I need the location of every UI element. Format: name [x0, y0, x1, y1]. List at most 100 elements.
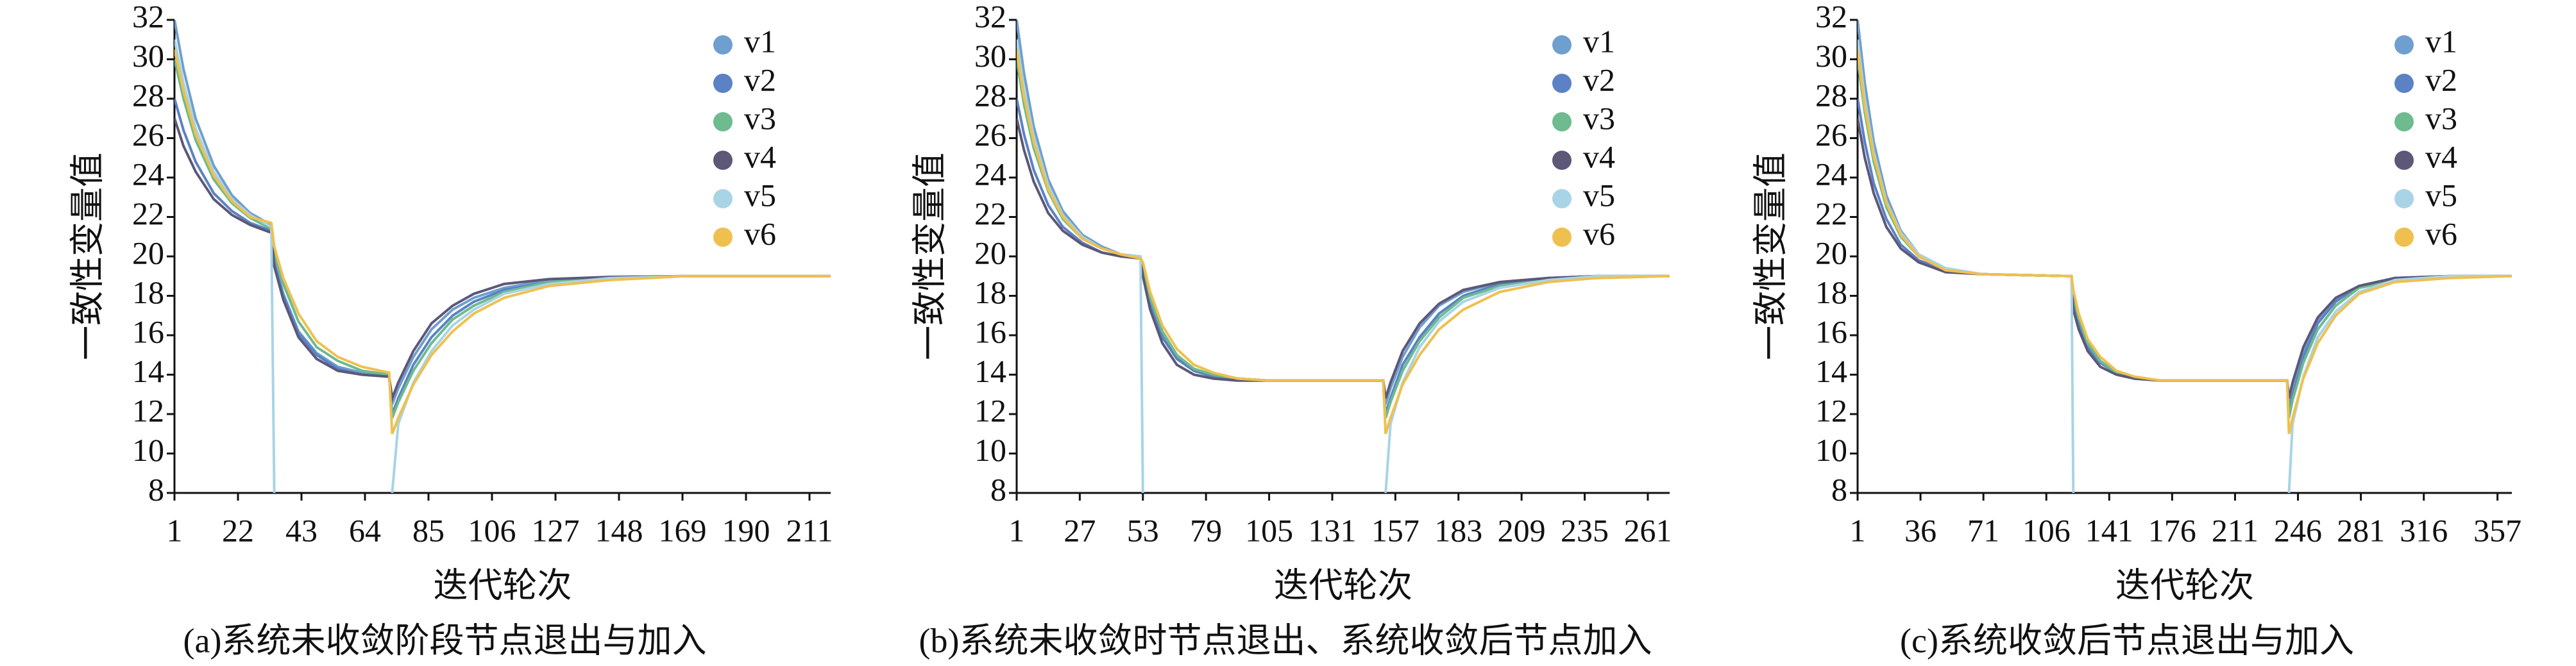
x-tick-label: 127	[532, 512, 580, 548]
legend-label: v5	[744, 177, 776, 213]
series-line	[1017, 98, 1670, 415]
x-tick-label: 190	[722, 512, 770, 548]
y-tick-label: 30	[132, 38, 164, 74]
legend-swatch	[713, 74, 733, 93]
x-tick-label: 131	[1308, 512, 1356, 548]
y-tick-label: 14	[974, 353, 1006, 389]
legend-swatch	[713, 228, 733, 247]
y-tick-label: 20	[974, 235, 1006, 271]
x-tick-label: 1	[167, 512, 183, 548]
y-tick-label: 8	[148, 471, 164, 507]
legend-swatch	[2394, 151, 2414, 170]
series-line	[1858, 39, 2512, 494]
legend-swatch	[1552, 74, 1572, 93]
y-axis-label: 一致性变量值	[910, 153, 949, 360]
series-line	[1858, 49, 2512, 435]
y-tick-label: 16	[132, 313, 164, 349]
x-tick-label: 261	[1623, 512, 1672, 548]
series-line	[1858, 19, 2512, 405]
legend-swatch	[1552, 151, 1572, 170]
x-tick-label: 106	[2022, 512, 2071, 548]
legend-label: v3	[1583, 100, 1615, 136]
y-tick-label: 14	[132, 353, 164, 389]
y-tick-label: 20	[1815, 235, 1847, 271]
series-line	[1858, 59, 2512, 419]
y-tick-label: 10	[1815, 432, 1847, 468]
y-tick-label: 8	[1831, 471, 1847, 507]
legend-swatch	[713, 112, 733, 131]
y-tick-label: 30	[974, 38, 1006, 74]
legend-label: v2	[744, 62, 776, 97]
x-axis-label: 迭代轮次	[434, 566, 572, 604]
legend-label: v5	[2425, 177, 2457, 213]
legend-label: v2	[1583, 62, 1615, 97]
x-axis-label: 迭代轮次	[2115, 566, 2254, 604]
y-tick-label: 26	[1815, 117, 1847, 153]
series-line	[174, 19, 831, 405]
legend-label: v2	[2425, 62, 2457, 97]
y-tick-label: 32	[132, 0, 164, 34]
caption: (c)系统收敛后节点退出与加入	[1900, 621, 2354, 660]
legend-label: v6	[2425, 215, 2457, 251]
legend-swatch	[713, 189, 733, 208]
x-tick-label: 169	[659, 512, 707, 548]
y-tick-label: 22	[1815, 196, 1847, 231]
series-line	[1858, 118, 2512, 399]
series-line	[1017, 39, 1670, 494]
legend-label: v1	[1583, 23, 1615, 59]
y-tick-label: 26	[974, 117, 1006, 153]
legend-swatch	[1552, 112, 1572, 131]
x-tick-label: 176	[2148, 512, 2196, 548]
y-tick-label: 14	[1815, 353, 1847, 389]
x-tick-label: 64	[349, 512, 381, 548]
y-tick-label: 18	[1815, 274, 1847, 310]
y-tick-label: 20	[132, 235, 164, 271]
x-tick-label: 357	[2473, 512, 2521, 548]
series-line	[174, 49, 831, 435]
series-line	[1017, 118, 1670, 399]
legend-label: v1	[2425, 23, 2457, 59]
y-tick-label: 24	[1815, 156, 1847, 192]
y-tick-label: 28	[132, 77, 164, 113]
legend-swatch	[2394, 112, 2414, 131]
legend-swatch	[2394, 74, 2414, 93]
y-tick-label: 8	[990, 471, 1006, 507]
y-axis-label: 一致性变量值	[1751, 153, 1790, 360]
y-tick-label: 16	[974, 313, 1006, 349]
legend-label: v6	[744, 215, 776, 251]
x-tick-label: 211	[786, 512, 833, 548]
legend-swatch	[2394, 228, 2414, 247]
x-tick-label: 105	[1245, 512, 1293, 548]
x-tick-label: 1	[1009, 512, 1025, 548]
y-tick-label: 24	[974, 156, 1006, 192]
y-tick-label: 26	[132, 117, 164, 153]
legend-swatch	[2394, 189, 2414, 208]
series-line	[1017, 59, 1670, 419]
x-tick-label: 106	[468, 512, 516, 548]
y-tick-label: 22	[132, 196, 164, 231]
x-tick-label: 157	[1371, 512, 1419, 548]
x-tick-label: 53	[1127, 512, 1159, 548]
x-tick-label: 316	[2400, 512, 2448, 548]
y-tick-label: 28	[1815, 77, 1847, 113]
series-line	[1017, 49, 1670, 435]
x-tick-label: 183	[1434, 512, 1482, 548]
legend-swatch	[1552, 35, 1572, 54]
y-tick-label: 32	[974, 0, 1006, 34]
x-tick-label: 141	[2085, 512, 2133, 548]
legend-label: v4	[2425, 138, 2457, 174]
x-axis-label: 迭代轮次	[1274, 566, 1412, 604]
y-tick-label: 10	[974, 432, 1006, 468]
legend-label: v3	[744, 100, 776, 136]
y-tick-label: 32	[1815, 0, 1847, 34]
y-tick-label: 22	[974, 196, 1006, 231]
series-line	[1858, 98, 2512, 415]
legend-swatch	[1552, 189, 1572, 208]
legend-swatch	[2394, 35, 2414, 54]
y-tick-label: 10	[132, 432, 164, 468]
y-tick-label: 16	[1815, 313, 1847, 349]
x-tick-label: 1	[1850, 512, 1866, 548]
